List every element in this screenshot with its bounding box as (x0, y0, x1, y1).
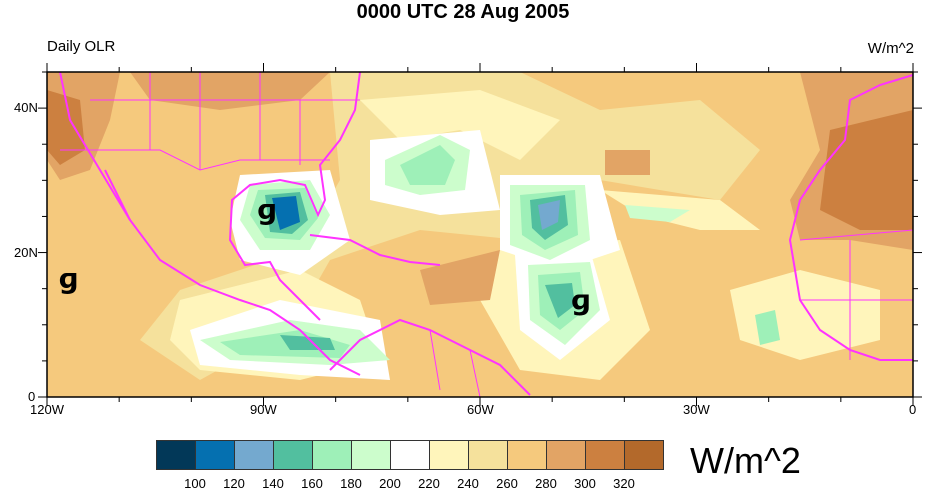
borders (60, 72, 913, 397)
axis-ticks (38, 63, 922, 406)
x-tick-label: 90W (250, 402, 277, 417)
y-tick-label: 40N (14, 100, 38, 115)
hurricane-icon: ɡ (59, 262, 79, 295)
colorbar-swatch (469, 441, 508, 469)
olr-contours (47, 72, 913, 397)
colorbar-label: 220 (418, 476, 440, 491)
y-tick-label: 20N (14, 245, 38, 260)
x-tick-label: 30W (683, 402, 710, 417)
colorbar-label: 100 (184, 476, 206, 491)
colorbar-label: 320 (613, 476, 635, 491)
variable-label: Daily OLR (47, 38, 116, 55)
colorbar (156, 440, 664, 470)
colorbar-swatch (625, 441, 663, 469)
colorbar-swatch (274, 441, 313, 469)
colorbar-swatch (508, 441, 547, 469)
x-tick-label: 60W (467, 402, 494, 417)
colorbar-swatch (313, 441, 352, 469)
colorbar-swatch (430, 441, 469, 469)
colorbar-swatch (547, 441, 586, 469)
colorbar-label: 300 (574, 476, 596, 491)
units-label: W/m^2 (867, 40, 914, 57)
colorbar-units: W/m^2 (690, 440, 801, 481)
plot-title: 0000 UTC 28 Aug 2005 (356, 1, 570, 23)
colorbar-swatch (157, 441, 196, 469)
colorbar-swatch (352, 441, 391, 469)
y-tick-label: 0 (28, 389, 36, 404)
colorbar-label: 280 (535, 476, 557, 491)
colorbar-label: 160 (301, 476, 323, 491)
hurricane-icon: ɡ (571, 284, 591, 317)
colorbar-label: 180 (340, 476, 362, 491)
x-tick-label: 120W (30, 402, 64, 417)
x-tick-label: 0 (909, 402, 917, 417)
colorbar-label: 240 (457, 476, 479, 491)
storm-symbols: ɡ ɡ ɡ (59, 193, 591, 316)
colorbar-swatch (235, 441, 274, 469)
colorbar-swatch (196, 441, 235, 469)
colorbar-label: 140 (262, 476, 284, 491)
colorbar-swatch (391, 441, 430, 469)
colorbar-label: 260 (496, 476, 518, 491)
colorbar-label: 120 (223, 476, 245, 491)
colorbar-label: 200 (379, 476, 401, 491)
hurricane-icon: ɡ (257, 193, 277, 226)
colorbar-swatch (586, 441, 625, 469)
